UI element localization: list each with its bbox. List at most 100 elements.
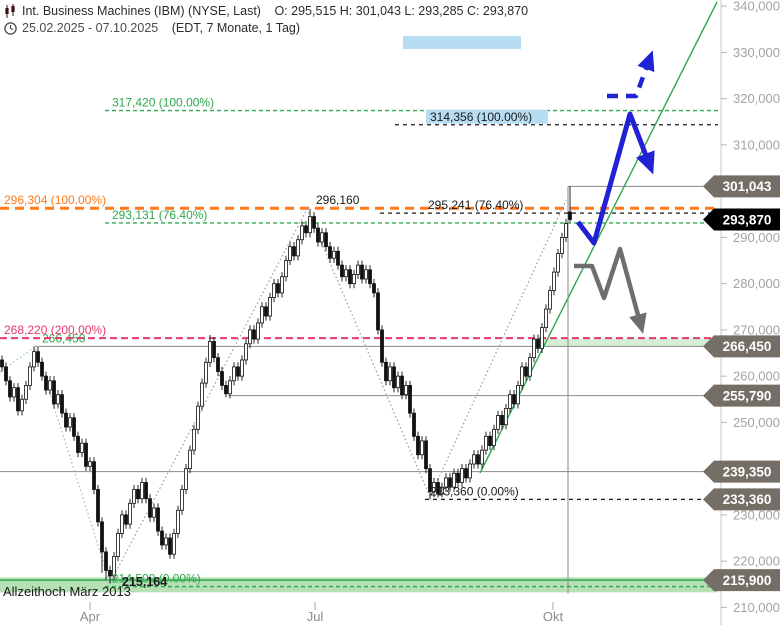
- candle-body: [364, 269, 368, 280]
- candle-body: [92, 461, 96, 490]
- candle-body: [32, 351, 36, 368]
- candle-body: [16, 387, 20, 412]
- y-tick-label: 280,000: [733, 276, 780, 291]
- candle-body: [256, 322, 260, 340]
- candle-body: [448, 477, 452, 488]
- candle-body: [8, 380, 12, 398]
- candle-body: [136, 489, 140, 500]
- candle-body: [540, 327, 544, 349]
- price-tag: [703, 569, 780, 592]
- candle-body: [324, 232, 328, 248]
- candle-body: [384, 361, 388, 382]
- candle-body: [316, 227, 320, 243]
- price-tag-label: 301,043: [723, 179, 772, 194]
- candle-body: [484, 435, 488, 451]
- ohlc-values: O: 295,515 H: 301,043 L: 293,285 C: 293,…: [274, 4, 529, 18]
- candle-body: [216, 357, 220, 372]
- support-zone-right: [536, 338, 718, 347]
- candle-body: [164, 537, 168, 546]
- fib100-black-label: 314,356 (100.00%): [430, 110, 532, 124]
- candle-body: [264, 306, 268, 317]
- candle-body: [312, 216, 316, 229]
- candle-body: [520, 366, 524, 386]
- candle-body: [60, 394, 64, 414]
- candle-body: [372, 283, 376, 294]
- candle-body: [252, 329, 256, 340]
- candle-body: [292, 246, 296, 257]
- fib76-black-label: 295,241 (76.40%): [428, 198, 523, 212]
- candle-body: [284, 260, 288, 278]
- candle-body: [488, 435, 492, 446]
- y-tick-label: 290,000: [733, 230, 780, 245]
- candle-body: [440, 486, 444, 495]
- candle-body: [100, 521, 104, 553]
- candle-body: [300, 225, 304, 241]
- price-tag: [703, 208, 780, 231]
- candle-body: [128, 502, 132, 525]
- candle-body: [40, 361, 44, 377]
- candle-body: [516, 384, 520, 405]
- candle-body: [236, 366, 240, 377]
- candle-body: [160, 530, 164, 546]
- candle-body: [184, 468, 188, 490]
- candle-body: [124, 514, 128, 525]
- candle-body: [328, 246, 332, 259]
- fib76-green-label: 293,131 (76.40%): [112, 208, 207, 222]
- y-tick-label: 210,000: [733, 600, 780, 615]
- x-tick-label: Apr: [80, 609, 101, 624]
- candle-body: [148, 498, 152, 518]
- candle-body: [444, 477, 448, 488]
- candle-body: [408, 384, 412, 414]
- candle-body: [536, 338, 540, 349]
- candle-body: [104, 551, 108, 571]
- alltime-high-zone: [0, 577, 718, 593]
- candle-body: [320, 232, 324, 243]
- candle-body: [560, 236, 564, 254]
- candle-body: [348, 269, 352, 285]
- candle-body: [244, 343, 248, 361]
- peak-price: 296,160: [316, 193, 360, 207]
- instrument-title-line: Int. Business Machines (IBM) (NYSE, Last…: [22, 4, 528, 18]
- candle-body: [120, 514, 124, 534]
- candle-body: [336, 250, 340, 266]
- candle-body: [188, 449, 192, 470]
- y-tick-label: 340,000: [733, 0, 780, 14]
- candle-body: [64, 412, 68, 428]
- candle-body: [460, 468, 464, 483]
- candle-body: [400, 375, 404, 396]
- candle-body: [0, 359, 4, 368]
- zigzag-gray: [109, 199, 567, 584]
- candle-body: [420, 440, 424, 456]
- y-tick-label: 330,000: [733, 45, 780, 60]
- price-tag: [703, 175, 780, 198]
- candle-body: [552, 271, 556, 291]
- alltime-high: Allzeithoch März 2013: [3, 584, 131, 599]
- price-tag: [703, 488, 780, 511]
- y-tick-label: 320,000: [733, 91, 780, 106]
- candle-body: [524, 366, 528, 377]
- bull-path-solid: [576, 111, 655, 246]
- candle-body: [260, 306, 264, 324]
- date-range-line: 25.02.2025 - 07.10.2025 (EDT, 7 Monate, …: [22, 21, 300, 35]
- candle-body: [196, 405, 200, 430]
- candle-body: [212, 341, 216, 359]
- y-tick-label: 230,000: [733, 507, 780, 522]
- candle-body: [140, 482, 144, 500]
- candle-body: [500, 415, 504, 426]
- date-range: 25.02.2025 - 07.10.2025: [22, 21, 159, 35]
- candle-body: [208, 341, 212, 363]
- candle-body: [504, 408, 508, 426]
- candle-body: [428, 468, 432, 493]
- candle-body: [308, 216, 312, 234]
- x-tick-label: Okt: [543, 609, 564, 624]
- candle-body: [332, 250, 336, 259]
- price-tag: [703, 384, 780, 407]
- candle-body: [288, 246, 292, 261]
- candle-body: [84, 442, 88, 467]
- candle-body: [344, 269, 348, 278]
- candle-body: [4, 366, 8, 382]
- candle-body: [72, 417, 76, 437]
- candle-body: [36, 351, 40, 363]
- candle-body: [436, 482, 440, 495]
- line-266450-label: 266,450: [42, 331, 86, 345]
